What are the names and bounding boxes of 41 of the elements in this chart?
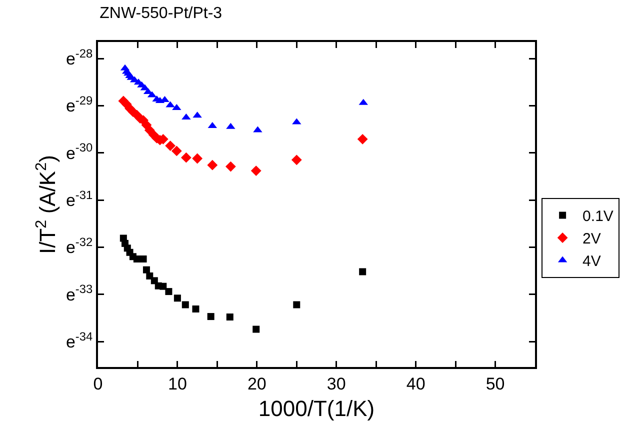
- point: [142, 266, 150, 274]
- point: [252, 326, 260, 333]
- x-tick-label: 10: [168, 374, 187, 394]
- point: [192, 305, 200, 312]
- legend-label: 2V: [582, 230, 601, 248]
- point: [160, 282, 167, 290]
- point: [133, 255, 140, 262]
- point: [207, 160, 218, 170]
- point: [165, 288, 172, 296]
- point: [225, 161, 236, 172]
- y-tick-label: e$^{-34}$: [66, 329, 93, 352]
- point: [182, 301, 189, 308]
- point: [207, 313, 214, 320]
- x-tick-label: 20: [247, 374, 266, 394]
- point: [150, 277, 158, 284]
- point: [192, 153, 203, 164]
- legend-label: 0.1V: [582, 208, 614, 226]
- point: [140, 255, 147, 262]
- x-axis-title: 1000/T(1/K): [258, 396, 375, 421]
- point: [180, 152, 192, 163]
- legend-label: 4V: [582, 253, 601, 270]
- y-tick-label: e$^{-30}$: [66, 140, 93, 163]
- chart-title: ZNW-550-Pt/Pt-3: [100, 4, 222, 22]
- point: [165, 140, 176, 151]
- point: [293, 301, 300, 308]
- point: [291, 154, 302, 166]
- y-tick-label: e$^{-33}$: [66, 282, 93, 304]
- point: [226, 314, 234, 320]
- point: [250, 166, 262, 176]
- point: [359, 268, 366, 276]
- point: [174, 294, 181, 302]
- x-tick-label: 0: [93, 374, 103, 394]
- y-tick-label: e$^{-31}$: [66, 188, 93, 210]
- x-tick-label: 40: [406, 374, 426, 394]
- y-tick-label: e$^{-28}$: [66, 46, 93, 68]
- point: [171, 146, 182, 156]
- y-tick-label: e$^{-32}$: [66, 235, 93, 258]
- point: [357, 134, 368, 144]
- x-tick-label: 30: [326, 374, 346, 394]
- x-tick-label: 50: [486, 374, 505, 394]
- y-tick-label: e$^{-29}$: [66, 93, 93, 116]
